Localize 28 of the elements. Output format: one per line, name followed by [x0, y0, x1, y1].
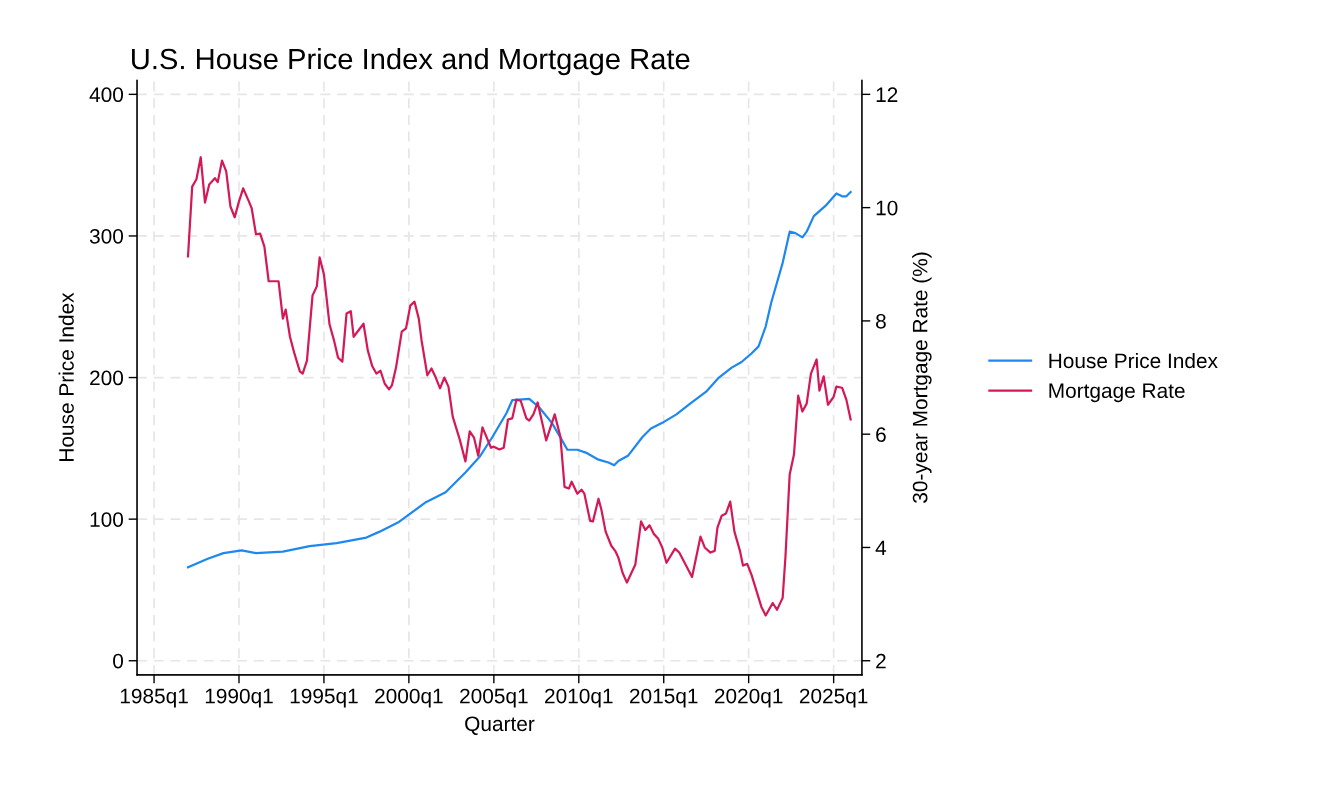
y2-tick-label: 12	[876, 87, 898, 102]
y2-axis-title: 30-year Mortgage Rate (%)	[912, 252, 932, 503]
legend-label: Mortgage Rate	[1049, 383, 1185, 403]
x-tick-label: 2005q1	[460, 688, 528, 708]
y-tick-label: 100	[90, 512, 124, 527]
line-series	[186, 190, 852, 569]
x-tick-label: 2025q1	[799, 688, 868, 708]
y2-tick-label: 10	[876, 200, 898, 216]
y2-tick-label: 8	[876, 313, 886, 329]
x-tick-label: 2000q1	[375, 688, 443, 708]
legend-label: House Price Index	[1049, 352, 1218, 369]
y-tick-label: 200	[90, 370, 124, 386]
y-tick-label: 0	[113, 653, 124, 669]
x-tick-label: 1995q1	[290, 688, 358, 708]
y-axis-title: House Price Index	[58, 292, 74, 461]
y2-tick-label: 2	[876, 653, 886, 669]
line-series	[186, 156, 852, 617]
y2-tick-label: 4	[875, 540, 887, 556]
x-tick-label: 2010q1	[545, 688, 613, 708]
y2-tick-label: 6	[876, 427, 886, 442]
x-tick-label: 1990q1	[205, 688, 273, 708]
chart-title: U.S. House Price Index and Mortgage Rate	[132, 47, 690, 76]
x-tick-label: 2020q1	[714, 688, 783, 708]
y-tick-label: 400	[89, 87, 124, 103]
y-tick-label: 300	[89, 228, 124, 244]
x-tick-label: 1985q1	[120, 688, 188, 708]
x-tick-label: 2015q1	[630, 688, 698, 708]
x-axis-title: Quarter	[465, 716, 535, 735]
